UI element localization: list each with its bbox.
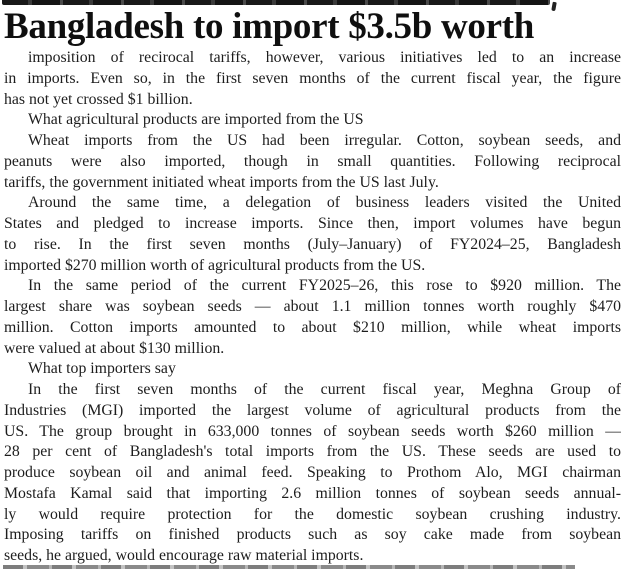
subheading: What agricultural products are imported …: [4, 110, 621, 131]
body-line: Wheat imports from the US had been irreg…: [28, 132, 621, 149]
body-line: has not yet crossed $1 billion.: [4, 90, 193, 108]
headline: Bangladesh to import $3.5b worth: [4, 6, 535, 47]
body-line: imported $270 million worth of agricultu…: [4, 256, 426, 274]
body-line: in imports. Even so, in the first seven …: [4, 69, 621, 87]
cropped-text-bottom-strip: [3, 565, 575, 569]
subheading-line: What agricultural products are imported …: [28, 111, 364, 129]
body-line: Industries (MGI) imported the largest vo…: [4, 401, 621, 419]
cropped-text-top-strip: [2, 0, 550, 5]
body-line: tariffs, the government initiated wheat …: [4, 173, 439, 191]
body-line: million. Cotton imports amounted to abou…: [4, 318, 621, 336]
paragraph: In the first seven months of the current…: [4, 380, 621, 567]
body-line: ly would require protection for the dome…: [4, 505, 621, 523]
paragraph: imposition of recirocal tariffs, however…: [4, 48, 621, 110]
body-line: 28 per cent of Bangladesh's total import…: [4, 443, 621, 461]
body-line: In the same period of the current FY2025…: [28, 277, 621, 295]
paragraph: Wheat imports from the US had been irreg…: [4, 131, 621, 193]
body-line: produce soybean oil and animal feed. Spe…: [4, 464, 621, 481]
body-line: States and pledged to increase imports. …: [4, 215, 621, 232]
article-body: imposition of recirocal tariffs, however…: [4, 48, 621, 567]
body-line: largest share was soybean seeds — about …: [4, 298, 621, 315]
paragraph: In the same period of the current FY2025…: [4, 276, 621, 359]
body-line: Mostafa Kamal said that importing 2.6 mi…: [4, 484, 621, 502]
body-line: In the first seven months of the current…: [28, 381, 621, 398]
body-line: were valued at about $130 million.: [4, 339, 225, 357]
body-line: Around the same time, a delegation of bu…: [28, 194, 621, 212]
body-line: Imposing tariffs on finished products su…: [4, 526, 621, 544]
body-line: imposition of recirocal tariffs, however…: [28, 49, 621, 66]
subheading-line: What top importers say: [28, 360, 176, 378]
paragraph: Around the same time, a delegation of bu…: [4, 193, 621, 276]
body-line: seeds, he argued, would encourage raw ma…: [4, 547, 364, 564]
subheading: What top importers say: [4, 359, 621, 380]
body-line: US. The group brought in 633,000 tonnes …: [4, 422, 621, 440]
body-line: peanuts were also imported, though in sm…: [4, 152, 621, 170]
body-line: to rise. In the first seven months (July…: [4, 235, 621, 253]
